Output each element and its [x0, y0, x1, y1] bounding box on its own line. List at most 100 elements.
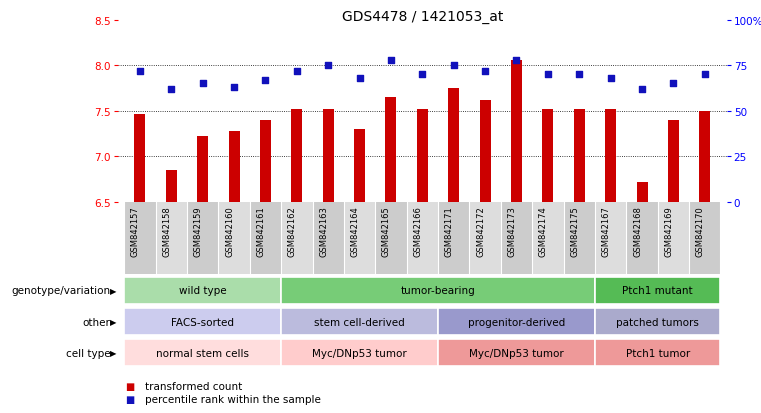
Text: cell type: cell type: [65, 348, 110, 358]
Text: stem cell-derived: stem cell-derived: [314, 317, 405, 327]
Bar: [438, 309, 595, 335]
Bar: [250, 202, 281, 275]
Bar: [187, 202, 218, 275]
Bar: [417, 110, 428, 202]
Point: [416, 72, 428, 78]
Point: [636, 86, 648, 93]
Bar: [323, 110, 334, 202]
Point: [291, 68, 303, 75]
Point: [165, 86, 177, 93]
Bar: [281, 309, 438, 335]
Bar: [218, 202, 250, 275]
Bar: [354, 130, 365, 202]
Text: tumor-bearing: tumor-bearing: [401, 286, 476, 296]
Text: transformed count: transformed count: [145, 381, 242, 391]
Text: GSM842167: GSM842167: [602, 206, 610, 257]
Bar: [281, 278, 595, 304]
Bar: [699, 112, 710, 202]
Bar: [375, 202, 406, 275]
Point: [542, 72, 554, 78]
Bar: [668, 121, 679, 202]
Bar: [658, 202, 689, 275]
Bar: [155, 202, 187, 275]
Text: GSM842159: GSM842159: [194, 206, 202, 256]
Text: GSM842160: GSM842160: [225, 206, 234, 256]
Bar: [124, 339, 281, 366]
Bar: [564, 202, 595, 275]
Bar: [291, 110, 302, 202]
Text: genotype/variation: genotype/variation: [11, 286, 110, 296]
Bar: [197, 137, 209, 202]
Point: [604, 76, 616, 82]
Bar: [595, 309, 721, 335]
Bar: [135, 114, 145, 202]
Text: GSM842163: GSM842163: [319, 206, 328, 257]
Bar: [438, 339, 595, 366]
Bar: [406, 202, 438, 275]
Point: [511, 57, 523, 64]
Point: [479, 68, 491, 75]
Bar: [636, 183, 648, 202]
Bar: [532, 202, 564, 275]
Bar: [605, 110, 616, 202]
Bar: [511, 61, 522, 202]
Text: ▶: ▶: [110, 286, 116, 295]
Text: Myc/DNp53 tumor: Myc/DNp53 tumor: [469, 348, 564, 358]
Bar: [626, 202, 658, 275]
Bar: [470, 202, 501, 275]
Text: GSM842161: GSM842161: [256, 206, 266, 256]
Point: [196, 81, 209, 88]
Bar: [166, 171, 177, 202]
Text: GSM842171: GSM842171: [444, 206, 454, 256]
Text: GDS4478 / 1421053_at: GDS4478 / 1421053_at: [342, 10, 503, 24]
Text: GSM842166: GSM842166: [413, 206, 422, 257]
Text: Myc/DNp53 tumor: Myc/DNp53 tumor: [312, 348, 407, 358]
Text: ▶: ▶: [110, 317, 116, 326]
Text: Ptch1 mutant: Ptch1 mutant: [622, 286, 693, 296]
Bar: [448, 89, 459, 202]
Bar: [501, 202, 532, 275]
Point: [667, 81, 680, 88]
Point: [447, 63, 460, 69]
Text: progenitor-derived: progenitor-derived: [468, 317, 565, 327]
Bar: [313, 202, 344, 275]
Text: ▶: ▶: [110, 348, 116, 357]
Text: GSM842175: GSM842175: [570, 206, 579, 256]
Bar: [124, 309, 281, 335]
Bar: [124, 278, 281, 304]
Point: [322, 63, 334, 69]
Bar: [386, 98, 396, 202]
Bar: [543, 110, 553, 202]
Text: ■: ■: [126, 381, 135, 391]
Text: GSM842165: GSM842165: [382, 206, 391, 256]
Text: normal stem cells: normal stem cells: [156, 348, 249, 358]
Bar: [281, 339, 438, 366]
Bar: [595, 202, 626, 275]
Text: other: other: [82, 317, 110, 327]
Point: [134, 68, 146, 75]
Text: GSM842173: GSM842173: [508, 206, 517, 257]
Text: patched tumors: patched tumors: [616, 317, 699, 327]
Point: [228, 85, 240, 91]
Point: [260, 77, 272, 84]
Bar: [574, 110, 584, 202]
Text: GSM842174: GSM842174: [539, 206, 548, 256]
Bar: [689, 202, 721, 275]
Bar: [124, 202, 155, 275]
Bar: [344, 202, 375, 275]
Text: GSM842164: GSM842164: [351, 206, 360, 256]
Bar: [228, 131, 240, 202]
Text: GSM842157: GSM842157: [131, 206, 140, 256]
Text: Ptch1 tumor: Ptch1 tumor: [626, 348, 689, 358]
Point: [699, 72, 711, 78]
Bar: [438, 202, 470, 275]
Bar: [479, 101, 491, 202]
Text: wild type: wild type: [179, 286, 227, 296]
Text: ■: ■: [126, 394, 135, 404]
Text: FACS-sorted: FACS-sorted: [171, 317, 234, 327]
Text: GSM842158: GSM842158: [162, 206, 171, 256]
Text: GSM842172: GSM842172: [476, 206, 485, 256]
Point: [573, 72, 585, 78]
Text: GSM842168: GSM842168: [633, 206, 642, 257]
Text: GSM842162: GSM842162: [288, 206, 297, 256]
